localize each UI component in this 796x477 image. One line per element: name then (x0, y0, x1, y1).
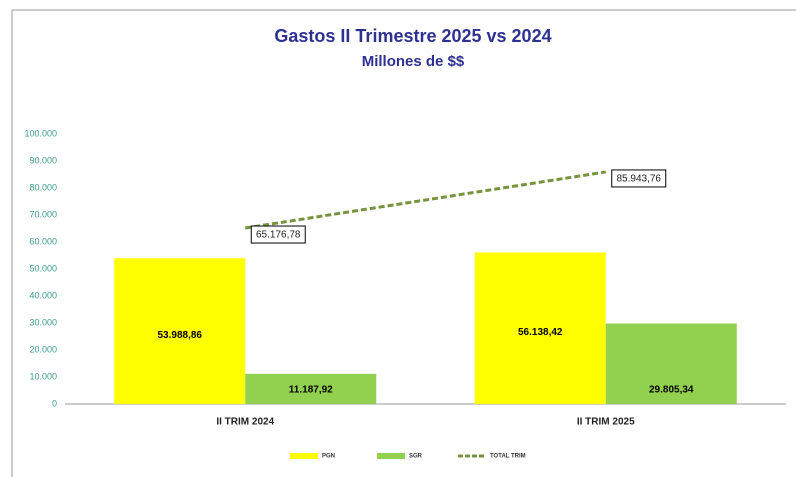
legend-label: PGN (322, 454, 335, 460)
legend-swatch (290, 453, 318, 459)
y-tick-label: 100.000 (24, 128, 57, 138)
y-tick-label: 50.000 (29, 263, 57, 273)
data-label-box (250, 225, 306, 244)
y-tick-label: 10.000 (29, 371, 57, 381)
y-tick-label: 40.000 (29, 290, 57, 300)
y-tick-label: 30.000 (29, 317, 57, 327)
data-label: 56.138,42 (518, 327, 563, 338)
x-tick-label: II TRIM 2024 (216, 417, 274, 428)
bar (245, 373, 377, 404)
y-tick-label: 70.000 (29, 209, 57, 219)
y-tick-label: 80.000 (29, 182, 57, 192)
line-series (245, 170, 606, 230)
bar (474, 252, 606, 404)
data-label-box (611, 169, 667, 188)
legend-swatch (377, 453, 405, 459)
data-label: 11.187,92 (289, 385, 333, 396)
y-tick-label: 90.000 (29, 155, 57, 165)
x-tick-label: II TRIM 2025 (577, 417, 635, 428)
y-tick-label: 20.000 (29, 344, 57, 354)
legend-label: SGR (409, 454, 423, 460)
y-tick-label: 60.000 (29, 236, 57, 246)
chart-title: Gastos II Trimestre 2025 vs 2024 (274, 26, 551, 46)
bar (605, 323, 737, 404)
chart-subtitle: Millones de $$ (362, 53, 465, 70)
bar (114, 258, 246, 404)
data-label: 85.943,76 (617, 174, 662, 185)
data-label: 65.176,78 (256, 230, 301, 241)
data-label: 53.988,86 (158, 330, 203, 341)
y-tick-label: 0 (52, 398, 57, 408)
legend-label: TOTAL TRIM (490, 454, 526, 460)
data-label: 29.805,34 (649, 385, 694, 396)
